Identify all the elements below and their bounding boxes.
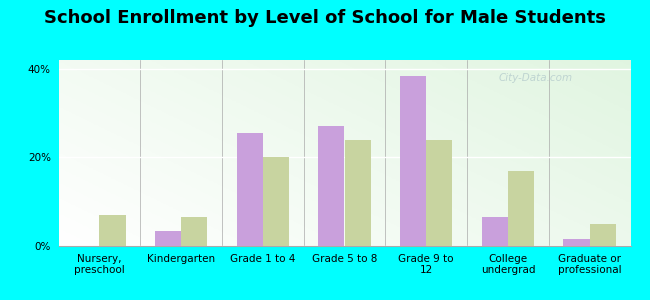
Bar [400,76,426,246]
Bar [564,239,590,246]
Bar [508,171,534,246]
Bar [181,217,207,246]
Bar [426,140,452,246]
Bar [237,133,263,246]
Bar [155,230,181,246]
Bar [318,126,344,246]
Bar [263,158,289,246]
Bar [482,217,508,246]
Text: School Enrollment by Level of School for Male Students: School Enrollment by Level of School for… [44,9,606,27]
Bar [590,224,616,246]
Bar [99,215,125,246]
Text: City-Data.com: City-Data.com [499,73,573,83]
Bar [344,140,370,246]
